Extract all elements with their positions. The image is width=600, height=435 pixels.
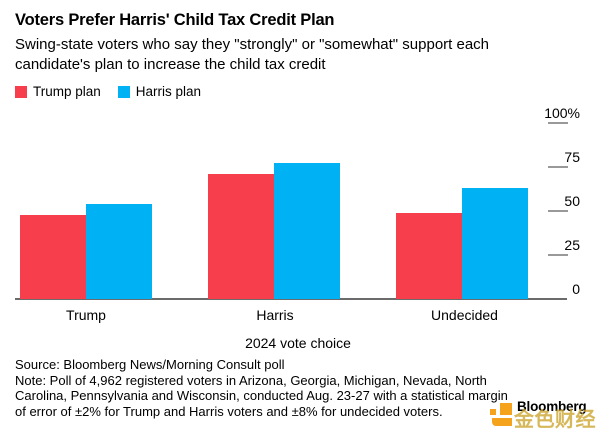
- legend-swatch-icon: [15, 85, 27, 98]
- y-axis-tick: [548, 122, 568, 124]
- legend-label: Harris plan: [135, 84, 202, 99]
- jinse-logo-icon: [490, 403, 514, 427]
- x-axis-line: [15, 298, 567, 300]
- legend-swatch-icon: [117, 85, 130, 98]
- y-axis-label: 50: [564, 193, 580, 209]
- y-axis-tick: [548, 210, 568, 212]
- legend-item-trump-plan: Trump plan: [15, 84, 101, 99]
- y-axis-label: 100%: [544, 105, 580, 121]
- legend-item-harris-plan: Harris plan: [117, 84, 202, 99]
- source-note-block: Source: Bloomberg News/Morning Consult p…: [15, 357, 520, 419]
- source-line: Source: Bloomberg News/Morning Consult p…: [15, 357, 285, 372]
- bloomberg-logo-text: Bloomberg: [517, 399, 587, 414]
- legend: Trump plan Harris plan: [15, 84, 201, 99]
- legend-label: Trump plan: [33, 84, 101, 99]
- bar-harris-trump-plan: [208, 174, 274, 299]
- jinse-watermark-text: 金色财经: [514, 409, 596, 431]
- bar-undecided-trump-plan: [396, 213, 462, 299]
- x-axis-category-label: Harris: [256, 307, 294, 323]
- bar-trump-trump-plan: [20, 215, 86, 299]
- y-axis-tick: [548, 166, 568, 168]
- bar-harris-harris-plan: [274, 163, 340, 299]
- y-axis-label: 0: [572, 281, 580, 297]
- note-line: Note: Poll of 4,962 registered voters in…: [15, 372, 508, 419]
- x-axis-category-label: Undecided: [431, 307, 498, 323]
- x-axis-title: 2024 vote choice: [245, 335, 351, 351]
- bar-undecided-harris-plan: [462, 188, 528, 299]
- y-axis-label: 25: [564, 237, 580, 253]
- bar-trump-harris-plan: [86, 204, 152, 299]
- x-axis-category-label: Trump: [66, 307, 106, 323]
- chart-subtitle: Swing-state voters who say they "strongl…: [15, 36, 490, 73]
- branding-area: Bloomberg 金色财经: [484, 394, 596, 432]
- y-axis-label: 75: [564, 149, 580, 165]
- y-axis-tick: [548, 254, 568, 256]
- chart-title: Voters Prefer Harris' Child Tax Credit P…: [15, 11, 335, 29]
